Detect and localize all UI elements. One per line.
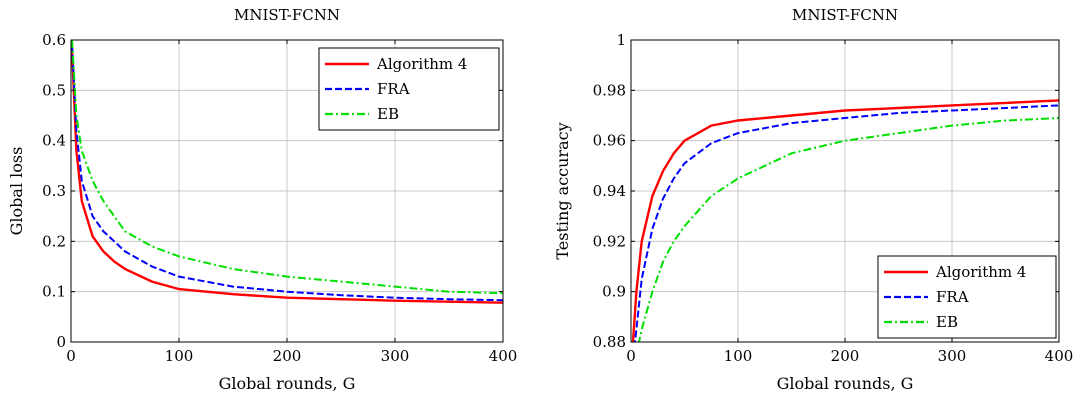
chart-panel-1: 0 100 200 300 400 0 0.1 0.2 0.3 0.4 0.5 0.6 MNIST-FC… bbox=[7, 6, 517, 393]
x-tick-label: 400 bbox=[489, 347, 518, 365]
x-tick-label: 300 bbox=[938, 347, 967, 365]
chart-title: MNIST-FCNN bbox=[792, 6, 898, 24]
chart-panel-2: 0 100 200 300 400 0.88 0.9 0.92 0.94 0.96 0.98 1 MNI… bbox=[553, 6, 1073, 393]
y-tick-label: 0.5 bbox=[42, 81, 66, 99]
x-tick-label: 100 bbox=[165, 347, 194, 365]
legend-label-2: FRA bbox=[377, 80, 410, 98]
legend-label-3: EB bbox=[377, 105, 399, 123]
chart-title: MNIST-FCNN bbox=[234, 6, 340, 24]
series-line-3 bbox=[638, 117, 1059, 342]
y-tick-label: 0.3 bbox=[42, 182, 66, 200]
series-line-1 bbox=[71, 50, 503, 304]
y-tick-label: 0.94 bbox=[593, 182, 626, 200]
y-tick-label: 0.2 bbox=[42, 232, 66, 250]
x-tick-label: 100 bbox=[724, 347, 753, 365]
legend-label-2: FRA bbox=[936, 288, 969, 306]
legend: Algorithm 4 FRA EB bbox=[318, 47, 500, 131]
x-tick-label: 400 bbox=[1045, 347, 1074, 365]
series-line-1 bbox=[631, 99, 1059, 342]
y-tick-label: 0.9 bbox=[602, 283, 626, 301]
legend-label-3: EB bbox=[936, 313, 958, 331]
legend: Algorithm 4 FRA EB bbox=[877, 255, 1057, 339]
x-tick-label: 0 bbox=[626, 347, 636, 365]
series-line-2 bbox=[633, 104, 1059, 342]
x-tick-label: 200 bbox=[273, 347, 302, 365]
legend-label-1: Algorithm 4 bbox=[376, 55, 467, 73]
legend-label-1: Algorithm 4 bbox=[935, 263, 1026, 281]
y-tick-label: 1 bbox=[616, 31, 626, 49]
y-tick-label: 0 bbox=[56, 333, 66, 351]
y-tick-label: 0.92 bbox=[593, 232, 626, 250]
y-axis-label: Testing accuracy bbox=[553, 122, 572, 259]
x-axis-label: Global rounds, G bbox=[777, 374, 914, 393]
y-tick-label: 0.96 bbox=[593, 132, 626, 150]
x-tick-label: 0 bbox=[66, 347, 76, 365]
y-tick-label: 0.88 bbox=[593, 333, 626, 351]
y-tick-label: 0.1 bbox=[42, 283, 66, 301]
y-tick-label: 0.98 bbox=[593, 81, 626, 99]
y-axis-label: Global loss bbox=[7, 147, 26, 236]
x-tick-label: 300 bbox=[381, 347, 410, 365]
x-tick-label: 200 bbox=[831, 347, 860, 365]
series-line-2 bbox=[71, 44, 503, 302]
y-tick-label: 0.4 bbox=[42, 132, 66, 150]
y-tick-label: 0.6 bbox=[42, 31, 66, 49]
x-axis-label: Global rounds, G bbox=[219, 374, 356, 393]
